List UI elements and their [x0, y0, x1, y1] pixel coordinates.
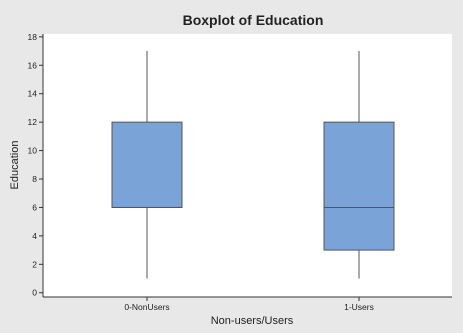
x-axis-label: Non-users/Users [211, 315, 294, 327]
y-tick-label: 2 [32, 259, 37, 269]
y-tick-label: 8 [32, 174, 37, 184]
y-tick-label: 4 [32, 231, 37, 241]
x-tick-label: 0-NonUsers [124, 302, 169, 312]
axes [42, 34, 452, 298]
boxes [111, 51, 395, 279]
y-tick-label: 6 [32, 202, 37, 212]
y-tick-label: 14 [28, 89, 38, 99]
y-tick-label: 12 [28, 117, 38, 127]
y-tick-label: 18 [28, 32, 38, 42]
y-ticks: 0 2 4 6 8 10 12 14 16 18 [28, 32, 43, 298]
x-tick-label: 1-Users [344, 302, 374, 312]
y-tick-label: 10 [28, 146, 38, 156]
x-ticks: 0-NonUsers 1-Users [124, 297, 374, 312]
box-0-NonUsers [111, 51, 183, 279]
y-axis-label: Education [9, 141, 21, 190]
box-iqr [111, 121, 183, 208]
y-tick-label: 16 [28, 60, 38, 70]
box-1-Users [323, 51, 395, 279]
chart-title: Boxplot of Education [183, 12, 324, 28]
y-tick-label: 0 [32, 288, 37, 298]
box-iqr [323, 121, 395, 251]
